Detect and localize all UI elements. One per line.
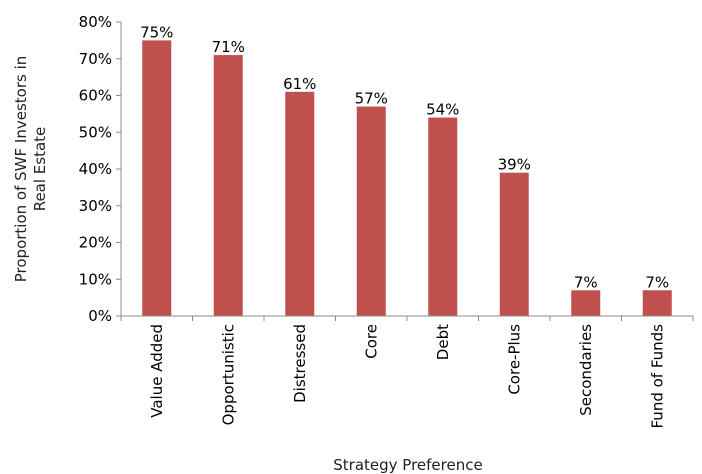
x-axis-ticks: Value Added Opportunistic Distressed Core De… <box>120 316 694 429</box>
x-category-label: Core <box>362 324 380 359</box>
bar <box>356 106 386 317</box>
y-tick-label: 10% <box>79 270 112 288</box>
x-category-label: Value Added <box>148 324 166 418</box>
data-label: 75% <box>140 23 173 41</box>
y-tick-label: 60% <box>79 87 112 105</box>
bar <box>285 91 315 316</box>
y-tick-label: 30% <box>79 197 112 215</box>
y-tick-label: 80% <box>79 13 112 31</box>
data-labels: 75% 71% 61% 57% 54% 39% 7% 7% <box>140 23 669 291</box>
x-category-label: Core-Plus <box>505 324 523 395</box>
y-tick-label: 0% <box>88 307 112 325</box>
data-label: 7% <box>645 273 669 291</box>
y-axis-ticks: 0% 10% 20% 30% 40% 50% 60% 70% 80% <box>79 13 121 325</box>
x-axis-title: Strategy Preference <box>333 456 482 474</box>
bar <box>642 290 672 316</box>
y-tick-label: 50% <box>79 123 112 141</box>
y-axis-title: Proportion of SWF Investors in Real Estat… <box>12 56 49 282</box>
data-label: 39% <box>498 156 531 174</box>
bar <box>142 40 172 316</box>
bar <box>428 117 458 316</box>
bar <box>499 172 529 316</box>
y-tick-label: 20% <box>79 234 112 252</box>
data-label: 7% <box>574 273 598 291</box>
x-category-label: Fund of Funds <box>648 324 666 429</box>
data-label: 61% <box>283 75 316 93</box>
bars <box>142 40 672 317</box>
y-axis-title-line: Proportion of SWF Investors in <box>12 56 30 282</box>
x-category-label: Opportunistic <box>219 324 237 425</box>
x-category-label: Distressed <box>291 324 309 403</box>
y-axis-title-line: Real Estate <box>31 127 49 212</box>
y-tick-label: 40% <box>79 160 112 178</box>
x-category-label: Secondaries <box>577 324 595 416</box>
y-tick-label: 70% <box>79 50 112 68</box>
data-label: 71% <box>212 38 245 56</box>
bar <box>213 55 243 316</box>
bar <box>571 290 601 316</box>
x-category-label: Debt <box>434 324 452 360</box>
data-label: 54% <box>426 101 459 119</box>
data-label: 57% <box>355 90 388 108</box>
